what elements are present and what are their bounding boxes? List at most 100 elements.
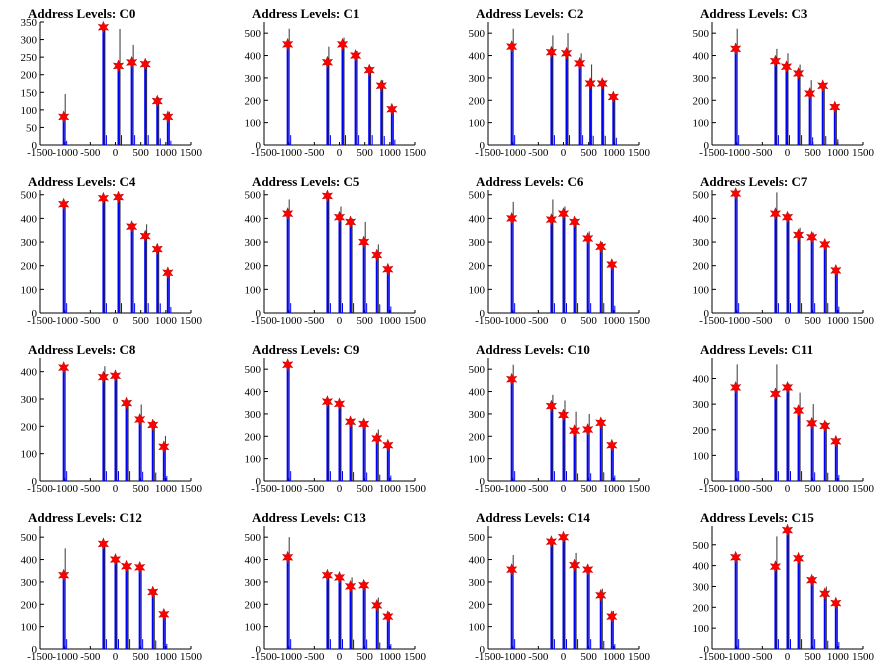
- peak-marker: [606, 438, 618, 452]
- data-bar: [375, 438, 378, 481]
- x-tick-label: 500: [132, 147, 149, 159]
- data-bar: [573, 430, 576, 481]
- x-tick-label: 1000: [603, 651, 626, 663]
- y-tick-label: 0: [256, 140, 262, 152]
- x-tick-label: 1500: [628, 147, 651, 159]
- data-bar-base: [790, 471, 791, 481]
- data-bar: [286, 44, 289, 146]
- peak-marker: [505, 372, 518, 386]
- chart-plot: 0 100 200 300 400 500 -1500 -1000 -500 0 500 1000 15…: [693, 22, 875, 159]
- data-bar-base: [777, 303, 779, 313]
- peak-marker: [357, 578, 370, 592]
- data-bar: [599, 595, 602, 649]
- peak-marker: [560, 46, 573, 60]
- data-bar-base: [383, 136, 385, 145]
- data-bar: [786, 530, 789, 649]
- data-bar-base: [105, 135, 107, 145]
- chart-panel: 0 100 200 300 400 500 -1500 -1000 -500 0 500 1000 15…: [672, 504, 896, 672]
- data-bar: [375, 605, 378, 649]
- data-bar-base: [290, 135, 292, 145]
- peak-marker: [357, 417, 370, 431]
- peak-marker: [557, 408, 570, 422]
- data-bar: [797, 558, 800, 649]
- data-bar-base: [577, 639, 579, 649]
- peak-marker: [568, 424, 581, 438]
- y-tick-label: 100: [693, 450, 710, 462]
- data-bar-base: [514, 471, 516, 481]
- y-tick-label: 100: [693, 284, 710, 296]
- x-tick-label: 1500: [628, 651, 651, 663]
- data-bar: [102, 543, 105, 649]
- x-tick-label: 1500: [404, 483, 427, 495]
- data-bar-base: [342, 471, 343, 481]
- peak-marker: [97, 20, 110, 34]
- peak-marker: [595, 240, 607, 254]
- y-tick-label: 0: [480, 140, 486, 152]
- data-bar-base: [614, 644, 616, 649]
- peak-marker: [321, 55, 334, 69]
- data-bar: [785, 66, 788, 145]
- data-bar-base: [147, 135, 149, 145]
- data-bar: [562, 415, 565, 481]
- x-tick-label: -1500: [475, 483, 501, 495]
- data-bar-base: [329, 135, 331, 145]
- data-bar: [612, 96, 615, 145]
- data-bar: [834, 441, 837, 481]
- peak-marker: [382, 438, 394, 452]
- chart-plot: 0 100 200 300 400 -1500 -1000 -500 0 500 1000 1500: [693, 358, 875, 495]
- y-tick-label: 400: [469, 387, 486, 399]
- x-tick-label: 0: [561, 483, 567, 495]
- data-bar: [734, 48, 737, 145]
- peak-marker: [780, 60, 793, 74]
- y-tick-label: 250: [21, 52, 38, 64]
- x-tick-label: 0: [561, 147, 567, 159]
- data-bar: [601, 83, 604, 145]
- chart-title: Address Levels: C10: [476, 342, 590, 357]
- data-bar-base: [366, 639, 368, 649]
- data-bar-base: [329, 639, 331, 649]
- y-tick-label: 300: [469, 237, 486, 249]
- chart-title: Address Levels: C8: [28, 342, 136, 357]
- y-tick-label: 400: [469, 51, 486, 63]
- data-bar-base: [353, 472, 355, 481]
- x-tick-label: -1500: [475, 315, 501, 327]
- x-tick-label: -1000: [500, 147, 526, 159]
- data-bar-base: [801, 303, 803, 313]
- data-bar-base: [838, 475, 840, 481]
- data-bar: [151, 591, 154, 649]
- chart-panel: 0 100 200 300 400 500 -1500 -1000 -500 0 500 1000 15…: [672, 0, 896, 168]
- data-bar-base: [353, 639, 355, 649]
- y-tick-label: 100: [245, 118, 262, 130]
- peak-marker: [792, 66, 805, 80]
- data-bar: [156, 249, 159, 313]
- peak-marker: [125, 55, 138, 69]
- x-tick-label: -1500: [251, 315, 277, 327]
- y-tick-label: 500: [245, 190, 262, 202]
- x-tick-label: 0: [113, 651, 119, 663]
- x-tick-label: -1000: [500, 315, 526, 327]
- y-tick-label: 100: [469, 118, 486, 130]
- chart-panel: 0 100 200 300 400 500 -1500 -1000 -500 0 500 1000 15…: [448, 504, 672, 672]
- y-tick-label: 350: [21, 17, 38, 29]
- y-tick-label: 100: [693, 623, 710, 635]
- y-tick-label: 0: [32, 644, 38, 656]
- y-tick-label: 300: [469, 577, 486, 589]
- y-tick-label: 100: [21, 622, 38, 634]
- data-bar-base: [166, 475, 168, 481]
- chart-title: Address Levels: C11: [700, 342, 814, 357]
- data-bar-base: [827, 303, 829, 313]
- x-tick-label: 1000: [603, 483, 626, 495]
- peak-marker: [281, 207, 294, 221]
- x-tick-label: 1000: [155, 651, 178, 663]
- data-bar-base: [166, 643, 168, 649]
- y-tick-label: 0: [480, 308, 486, 320]
- x-tick-label: 0: [113, 483, 119, 495]
- y-tick-label: 300: [693, 237, 710, 249]
- data-bar-base: [801, 135, 803, 145]
- y-tick-label: 500: [21, 532, 38, 544]
- data-bar-base: [142, 471, 144, 481]
- peak-marker: [769, 560, 782, 574]
- peak-marker: [321, 395, 334, 409]
- peak-marker: [363, 63, 375, 77]
- peak-marker: [382, 610, 394, 624]
